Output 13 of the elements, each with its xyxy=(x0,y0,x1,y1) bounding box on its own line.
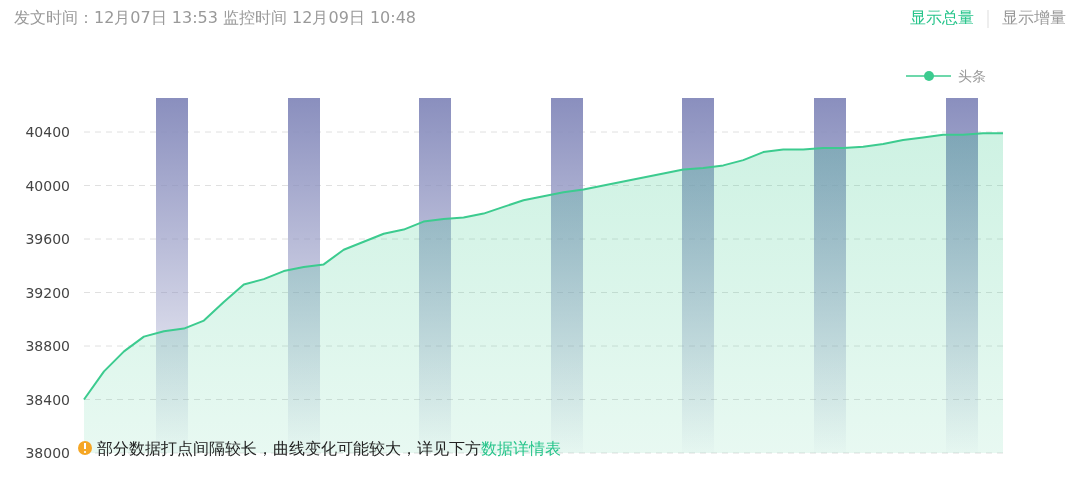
chart-title: 发文时间：12月07日 13:53 监控时间 12月09日 10:48 xyxy=(14,8,416,27)
y-tick-label: 40400 xyxy=(25,124,70,140)
y-tick-label: 38800 xyxy=(25,338,70,354)
text: 显示总量 xyxy=(910,8,974,27)
y-tick-label: 39600 xyxy=(25,231,70,247)
annotation: 部分数据打点间隔较长，曲线变化可能较大，详见下方 xyxy=(97,439,481,458)
text: 显示增量 xyxy=(1002,8,1066,27)
legend-label: 头条 xyxy=(958,68,986,84)
y-tick-label: 38400 xyxy=(25,391,70,408)
y-tick-label: 40000 xyxy=(25,177,70,194)
annotation: 数据详情表 xyxy=(481,439,561,458)
y-tick-label: 38000 xyxy=(25,445,70,461)
y-tick-label: 39200 xyxy=(25,284,70,301)
